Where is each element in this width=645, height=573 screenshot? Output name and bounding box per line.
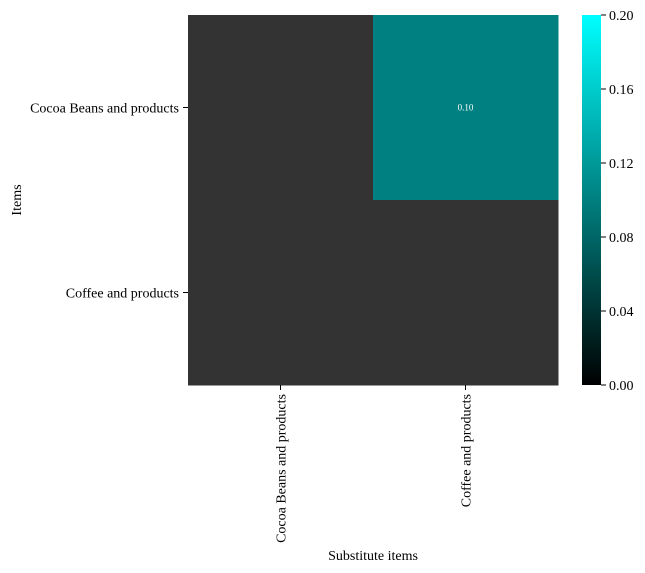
heatmap-cell-1-0: [188, 200, 374, 386]
colorbar-tick-label: 0.00: [609, 379, 634, 394]
colorbar-tick-label: 0.12: [609, 157, 634, 172]
heatmap-cell-1-1: [373, 200, 559, 386]
y-axis-label: Items: [10, 184, 25, 215]
colorbar: 0.00 0.04 0.08 0.12 0.16 0.20: [582, 9, 634, 394]
heatmap-cell-label-0-1: 0.10: [458, 103, 474, 113]
x-tick-label: Cocoa Beans and products: [275, 394, 290, 543]
heatmap-cell-labels: 0.10: [458, 103, 474, 113]
y-tick-label: Coffee and products: [66, 287, 179, 302]
colorbar-tick-label: 0.08: [609, 231, 634, 246]
heatmap-cells: [188, 15, 559, 386]
colorbar-tick-label: 0.16: [609, 83, 634, 98]
colorbar-gradient: [582, 15, 601, 385]
y-tick-label: Cocoa Beans and products: [30, 102, 179, 117]
colorbar-tick-label: 0.20: [609, 9, 634, 24]
y-axis-ticks: Cocoa Beans and products Coffee and produ…: [30, 102, 188, 302]
heatmap-cell-0-0: [188, 15, 374, 201]
x-axis-label: Substitute items: [328, 549, 418, 564]
heatmap-cell-0-1: [373, 15, 559, 201]
colorbar-tick-label: 0.04: [609, 305, 634, 320]
x-tick-label: Coffee and products: [460, 394, 475, 507]
colorbar-ticks: 0.00 0.04 0.08 0.12 0.16 0.20: [601, 9, 634, 394]
x-axis-ticks: Cocoa Beans and products Coffee and produ…: [275, 385, 475, 543]
